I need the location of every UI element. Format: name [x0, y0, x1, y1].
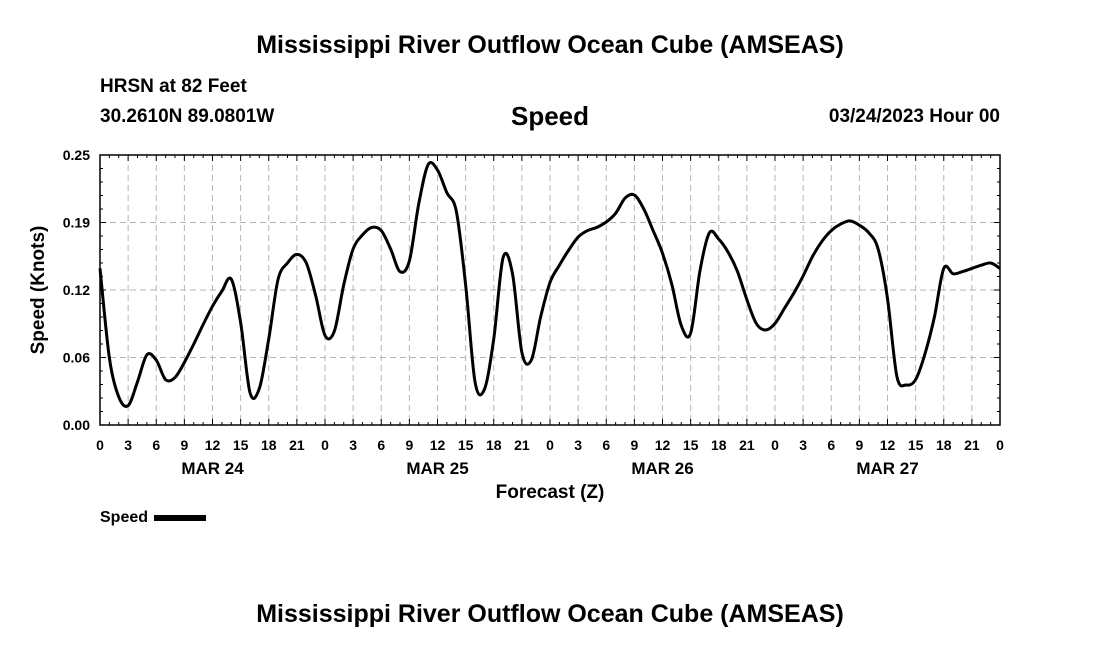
x-tick-label: 9 — [405, 437, 413, 453]
x-tick-label: 0 — [771, 437, 779, 453]
x-tick-label: 0 — [996, 437, 1004, 453]
x-axis-label: Forecast (Z) — [495, 482, 605, 503]
x-tick-label: 6 — [377, 437, 385, 453]
x-tick-label: 18 — [936, 437, 952, 453]
y-tick-label: 0.19 — [63, 215, 90, 231]
variable-title: Speed — [510, 101, 590, 131]
x-tick-label: 6 — [602, 437, 610, 453]
chart-title: Mississippi River Outflow Ocean Cube (AM… — [256, 31, 844, 59]
x-tick-label: 0 — [96, 437, 104, 453]
x-tick-label: 15 — [683, 437, 699, 453]
x-tick-label: 21 — [964, 437, 980, 453]
x-tick-label: 15 — [233, 437, 249, 453]
x-tick-label: 6 — [827, 437, 835, 453]
x-day-label: MAR 27 — [856, 459, 918, 478]
speed-chart: 0.00 0.06 0.12 0.19 0.25 0 3 6 9 12 15 18 21 0 3 6 9 12 15… — [28, 147, 1004, 478]
x-tick-label: 18 — [261, 437, 277, 453]
x-tick-label: 6 — [152, 437, 160, 453]
series-line-speed — [98, 161, 1001, 408]
y-tick-label: 0.00 — [63, 417, 90, 433]
y-axis-label: Speed (Knots) — [28, 226, 49, 355]
x-tick-label: 18 — [711, 437, 727, 453]
x-tick-label: 12 — [880, 437, 896, 453]
x-day-label: MAR 25 — [406, 459, 468, 478]
x-tick-label: 3 — [349, 437, 357, 453]
legend-swatch — [154, 515, 207, 521]
x-tick-label: 12 — [430, 437, 446, 453]
footer-title: Mississippi River Outflow Ocean Cube (AM… — [256, 600, 844, 628]
datetime-label: 03/24/2023 Hour 00 — [828, 106, 1000, 127]
x-tick-label: 0 — [546, 437, 554, 453]
x-tick-label: 21 — [289, 437, 305, 453]
x-tick-label: 3 — [799, 437, 807, 453]
x-tick-label: 15 — [908, 437, 924, 453]
x-tick-label: 12 — [655, 437, 671, 453]
x-tick-label: 3 — [124, 437, 132, 453]
legend: Speed — [100, 509, 207, 527]
x-tick-label: 3 — [574, 437, 582, 453]
legend-label: Speed — [100, 509, 149, 526]
y-tick-label: 0.25 — [63, 147, 90, 163]
x-tick-label: 9 — [630, 437, 638, 453]
x-tick-label: 21 — [739, 437, 755, 453]
x-tick-label: 21 — [514, 437, 530, 453]
y-tick-label: 0.12 — [63, 282, 90, 298]
x-tick-label: 18 — [486, 437, 502, 453]
coordinates-label: 30.2610N 89.0801W — [100, 106, 275, 127]
x-tick-label: 9 — [855, 437, 863, 453]
x-tick-label: 15 — [458, 437, 474, 453]
station-label: HRSN at 82 Feet — [100, 76, 247, 97]
x-day-label: MAR 24 — [181, 459, 244, 478]
x-day-label: MAR 26 — [631, 459, 693, 478]
y-tick-label: 0.06 — [63, 350, 90, 366]
x-tick-label: 12 — [205, 437, 221, 453]
x-tick-label: 0 — [321, 437, 329, 453]
x-tick-label: 9 — [180, 437, 188, 453]
